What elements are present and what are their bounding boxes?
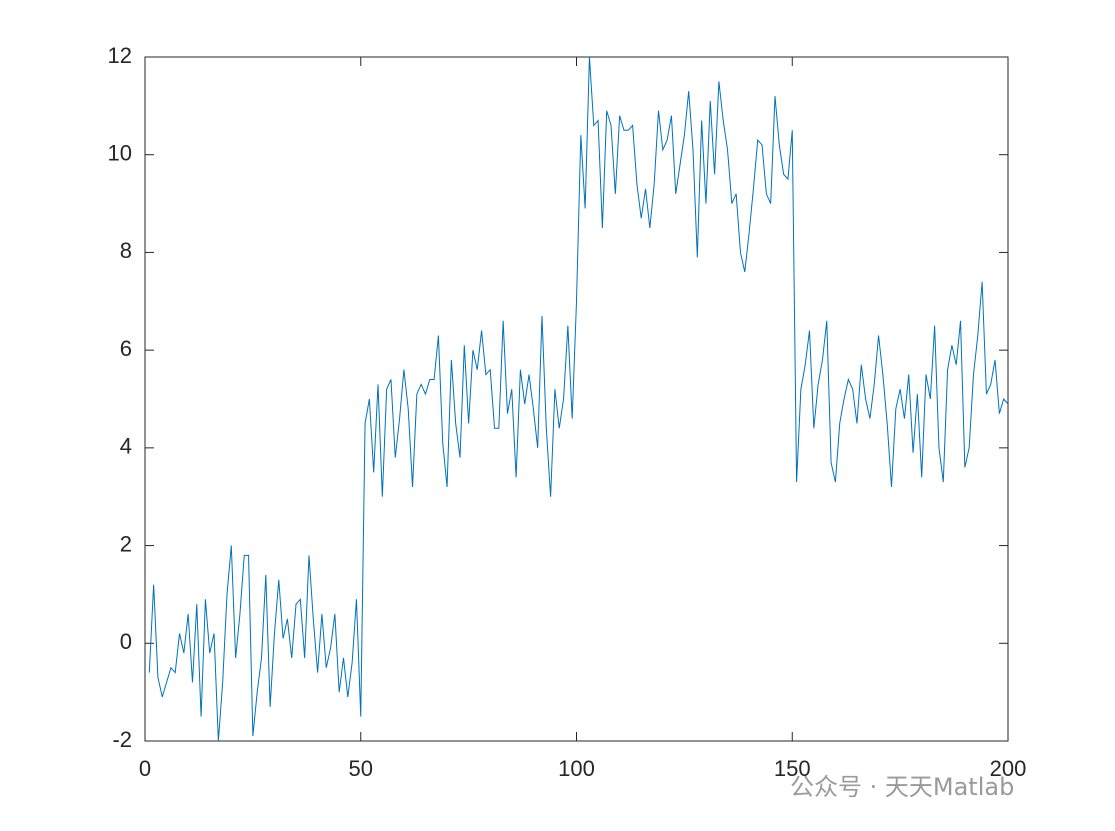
x-tick-label: 0	[139, 756, 151, 781]
data-line	[148, 56, 1009, 742]
y-tick-label: 12	[108, 43, 132, 68]
y-tick-label: 8	[120, 238, 132, 263]
axes-box	[144, 56, 1009, 742]
x-tick-label: 150	[774, 756, 811, 781]
x-tick-label: 50	[349, 756, 373, 781]
y-tick-label: 0	[120, 629, 132, 654]
y-tick-label: 10	[108, 141, 132, 166]
x-tick-label: 200	[990, 756, 1027, 781]
y-tick-label: 4	[120, 434, 132, 459]
y-tick-label: -2	[112, 727, 132, 752]
x-tick-label: 100	[558, 756, 595, 781]
y-tick-label: 6	[120, 336, 132, 361]
y-tick-label: 2	[120, 531, 132, 556]
watermark: 公众号 · 天天Matlab	[790, 773, 1014, 801]
